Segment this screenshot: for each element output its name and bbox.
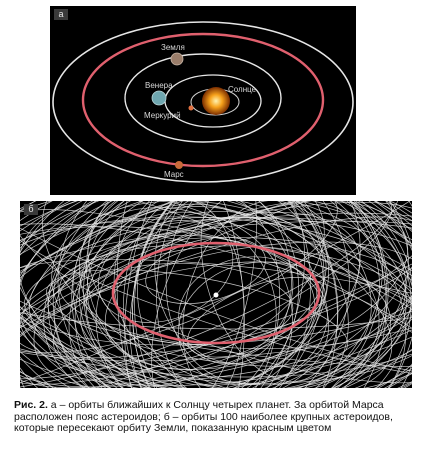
asteroid-orbit: [20, 201, 412, 380]
asteroid-orbit: [20, 201, 412, 386]
asteroid-orbit: [132, 201, 338, 388]
mars-orbit: [81, 32, 325, 168]
asteroid-orbit: [129, 201, 281, 388]
asteroid-orbit: [200, 201, 339, 382]
mars-label: Марс: [164, 170, 184, 179]
asteroid-orbit: [187, 276, 326, 358]
earth-label: Земля: [161, 43, 185, 52]
asteroid-orbit: [86, 201, 329, 386]
asteroid-orbit: [20, 201, 412, 388]
asteroid-orbit: [20, 201, 412, 378]
asteroid-orbit: [178, 256, 315, 364]
outer-orbit: [52, 21, 354, 183]
asteroid-orbit: [113, 201, 409, 388]
caption-prefix: Рис. 2.: [14, 399, 48, 411]
asteroid-orbit: [20, 201, 380, 388]
asteroid-orbit: [145, 237, 266, 304]
asteroid-orbit: [20, 201, 338, 354]
asteroid-orbit: [20, 216, 412, 385]
asteroid-orbit: [78, 201, 412, 388]
asteroid-orbit: [74, 211, 293, 388]
caption-text: а – орбиты ближайших к Солнцу четырех пл…: [14, 399, 393, 434]
asteroid-orbit: [20, 223, 412, 388]
asteroid-orbit: [83, 201, 412, 388]
mars-planet: [175, 161, 183, 169]
asteroid-orbit: [78, 201, 412, 388]
asteroid-orbit: [20, 201, 412, 384]
asteroid-orbit: [68, 201, 412, 388]
sun: [202, 87, 230, 115]
asteroid-orbit: [20, 201, 407, 388]
asteroid-orbit: [33, 217, 327, 388]
asteroid-orbit-lines: [20, 201, 412, 388]
asteroid-orbit: [20, 201, 412, 388]
venus-planet: [151, 90, 167, 106]
asteroid-orbit: [156, 201, 312, 388]
asteroid-orbit: [165, 201, 361, 385]
asteroid-orbit: [42, 201, 412, 388]
asteroid-orbit: [84, 262, 294, 345]
inner-planets-orbits-panel: Земля Венера Солнце Меркурий Марс a: [50, 6, 356, 195]
asteroid-orbit: [57, 201, 389, 388]
asteroid-orbit: [20, 259, 412, 367]
mercury-planet: [188, 105, 194, 111]
asteroid-orbit: [20, 201, 412, 388]
panel-a-tag: a: [54, 9, 68, 20]
earth-orbit: [124, 53, 282, 143]
asteroid-orbit: [20, 201, 412, 359]
figure-caption: Рис. 2. а – орбиты ближайших к Солнцу че…: [14, 399, 418, 435]
asteroid-orbit: [20, 201, 407, 388]
asteroid-orbit: [98, 220, 234, 323]
venus-label: Венера: [145, 81, 173, 90]
asteroid-orbit: [20, 201, 393, 388]
asteroid-orbit: [20, 216, 412, 388]
asteroid-orbit: [20, 201, 383, 388]
asteroid-orbits-panel: б: [20, 201, 412, 388]
asteroid-orbit: [72, 201, 324, 388]
asteroid-orbit: [177, 261, 328, 386]
asteroid-orbit: [85, 201, 407, 388]
mercury-label: Меркурий: [144, 111, 181, 120]
sun-dot: [213, 292, 219, 298]
earth-planet: [170, 52, 184, 66]
asteroid-orbit: [71, 201, 300, 388]
asteroid-orbits-diagram: [20, 201, 412, 388]
sun-label: Солнце: [228, 85, 257, 94]
asteroid-orbit: [95, 211, 349, 388]
earth-orbit-red: [111, 241, 321, 345]
inner-planets-diagram: Земля Венера Солнце Меркурий Марс: [52, 21, 354, 183]
asteroid-orbit: [182, 201, 325, 388]
asteroid-orbit: [20, 201, 325, 375]
panel-b-tag: б: [24, 204, 38, 215]
asteroid-orbit: [20, 201, 412, 388]
asteroid-orbit: [52, 241, 412, 382]
